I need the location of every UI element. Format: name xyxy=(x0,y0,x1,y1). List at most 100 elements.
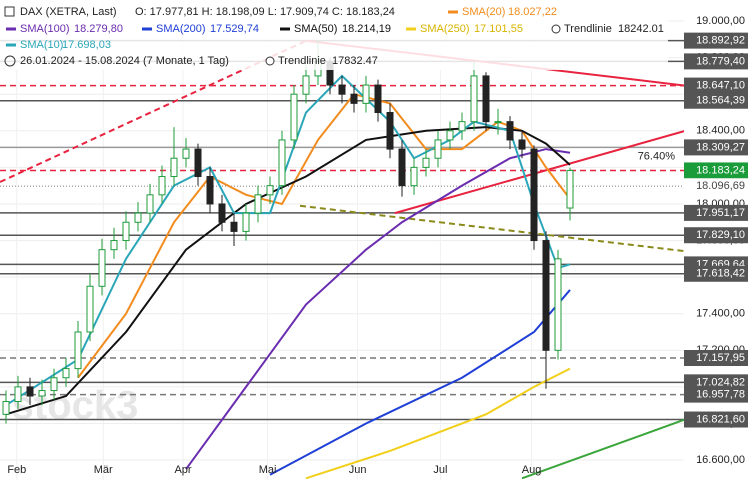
level-label: 17.829,10 xyxy=(696,229,745,241)
level-label: 18.564,39 xyxy=(696,95,745,107)
candle-body xyxy=(266,185,274,196)
x-tick-label: Apr xyxy=(174,464,191,476)
level-label: 18.647,10 xyxy=(696,79,745,91)
candle-body xyxy=(242,212,250,232)
candle-body xyxy=(170,157,178,178)
candle-body xyxy=(350,93,358,104)
level-label: 17.951,17 xyxy=(696,207,745,219)
candle-body xyxy=(50,377,58,392)
level-label: 16.821,60 xyxy=(696,413,745,425)
trend-name: Trendlinie xyxy=(564,23,612,35)
trendline xyxy=(299,204,684,253)
level-box xyxy=(684,162,748,179)
candle-body xyxy=(230,221,238,232)
legend-value: 18.279,80 xyxy=(74,23,123,35)
candle-body xyxy=(518,139,526,150)
sma-line xyxy=(5,126,571,416)
level-box xyxy=(684,77,748,94)
candle-body xyxy=(482,75,490,123)
candle-body xyxy=(434,139,442,159)
level-label: 17.618,42 xyxy=(696,268,745,280)
level-label: 17.157,95 xyxy=(696,352,745,364)
date-range: 26.01.2024 - 15.08.2024 (7 Monate, 1 Tag… xyxy=(20,55,229,67)
sma-line xyxy=(185,148,571,470)
candle-body xyxy=(62,368,70,379)
candle-body xyxy=(362,84,370,104)
legend-name: SMA(50) xyxy=(294,23,337,35)
level-box xyxy=(684,386,748,403)
legend-name: SMA(200) xyxy=(156,23,206,35)
candle-body xyxy=(2,401,10,415)
candle-body xyxy=(110,240,118,251)
candle-body xyxy=(446,130,454,141)
x-tick-label: Mär xyxy=(94,464,113,476)
candle-body xyxy=(374,84,382,113)
candle-body xyxy=(338,84,346,95)
candle-body xyxy=(278,139,286,187)
level-box xyxy=(684,53,748,70)
candle-body xyxy=(386,112,394,150)
candle-body xyxy=(470,75,478,123)
trend-icon xyxy=(265,56,275,66)
candle-body xyxy=(410,166,418,187)
level-label: 17.024,82 xyxy=(696,376,745,388)
x-tick-label: Aug xyxy=(522,464,542,476)
y-tick-label: 16.600,00 xyxy=(696,454,745,466)
level-box xyxy=(684,139,748,156)
level-box xyxy=(684,349,748,366)
legend-name: SMA(10) xyxy=(20,39,63,51)
x-tick-label: Jul xyxy=(433,464,447,476)
level-box xyxy=(684,32,748,49)
trendline xyxy=(394,130,684,215)
trend-value: 17832.47 xyxy=(332,55,378,67)
legend-value: 17.698,03 xyxy=(62,39,111,51)
legend-value: 18.027,22 xyxy=(508,6,557,18)
candle-body xyxy=(134,212,142,223)
trend-value: 18242.01 xyxy=(618,23,664,35)
candle-body xyxy=(86,285,94,333)
y-tick-label: 18.400,00 xyxy=(696,125,745,137)
level-label: 16.957,78 xyxy=(696,389,745,401)
y-tick-label: 17.400,00 xyxy=(696,308,745,320)
instrument-icon xyxy=(4,6,15,17)
candle-body xyxy=(554,258,562,351)
legend-value: 17.529,74 xyxy=(210,23,259,35)
legend-name: SMA(100) xyxy=(20,23,70,35)
candle-body xyxy=(26,386,34,397)
candle-body xyxy=(530,148,538,242)
level-box xyxy=(684,92,748,109)
level-box xyxy=(684,204,748,221)
level-label: 18.096,69 xyxy=(696,180,745,192)
instrument: DAX (XETRA, Last) xyxy=(20,6,117,18)
x-tick-label: Jun xyxy=(349,464,367,476)
legend-name: SMA(20) xyxy=(462,6,505,18)
candle-body xyxy=(146,194,154,214)
candle-body xyxy=(458,121,466,132)
legend-value: 18.214,19 xyxy=(342,23,391,35)
ohlc: O: 17.977,81 H: 18.198,09 L: 17.909,74 C… xyxy=(135,6,395,18)
level-box xyxy=(684,178,748,195)
level-label: 18.779,40 xyxy=(696,55,745,67)
candle-body xyxy=(38,390,46,397)
level-label: 18.309,27 xyxy=(696,141,745,153)
level-box xyxy=(684,374,748,391)
candle-body xyxy=(194,148,202,178)
level-box xyxy=(684,265,748,282)
candle-body xyxy=(542,240,550,351)
candle-body xyxy=(494,121,502,124)
candle-body xyxy=(302,75,310,95)
candle-body xyxy=(290,93,298,141)
candle-body xyxy=(506,121,514,141)
legend-name: SMA(250) xyxy=(420,23,470,35)
candle-body xyxy=(422,157,430,168)
sma-line xyxy=(5,74,571,407)
x-tick-label: Feb xyxy=(7,464,26,476)
candle-body xyxy=(74,331,82,370)
level-box xyxy=(684,411,748,428)
legend-bg xyxy=(0,0,668,70)
trend-name: Trendlinie xyxy=(278,55,326,67)
candle-body xyxy=(566,169,574,209)
level-box xyxy=(684,227,748,244)
candle-body xyxy=(14,386,22,403)
